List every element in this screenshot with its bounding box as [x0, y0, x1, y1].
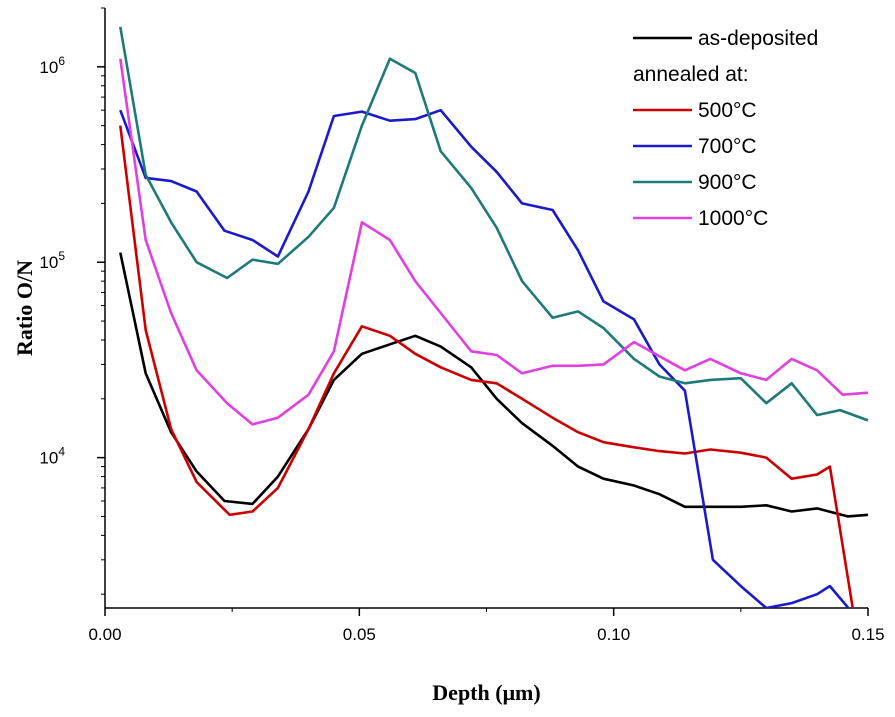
- x-tick-label: 0.10: [597, 625, 630, 644]
- legend-label: 900°C: [698, 171, 757, 194]
- x-axis-title: Depth (μm): [432, 680, 540, 705]
- x-tick-label: 0.00: [88, 625, 121, 644]
- y-tick-base: 10: [39, 58, 58, 77]
- legend-header: annealed at:: [633, 63, 749, 86]
- y-tick-exponent: 5: [58, 249, 65, 263]
- series-line: [119, 26, 869, 422]
- legend: as-deposited annealed at: 500°C 700°C 900°C 1…: [633, 27, 818, 230]
- x-tick-label: 0.05: [343, 625, 376, 644]
- y-tick-label: 106: [39, 54, 65, 77]
- y-tick-label: 104: [39, 445, 65, 468]
- y-axis-title: Ratio O/N: [12, 260, 37, 356]
- series-line: [119, 58, 869, 426]
- y-tick-label: 105: [39, 249, 65, 272]
- series-line: [119, 252, 869, 518]
- series-line: [119, 125, 855, 608]
- y-tick-exponent: 6: [58, 54, 65, 68]
- y-tick-base: 10: [39, 449, 58, 468]
- x-tick-label: 0.15: [851, 625, 884, 644]
- legend-label: 700°C: [698, 135, 757, 158]
- y-tick-base: 10: [39, 253, 58, 272]
- y-tick-exponent: 4: [58, 445, 65, 459]
- series-lines: [119, 26, 869, 608]
- legend-label: 1000°C: [698, 207, 768, 230]
- legend-label: as-deposited: [698, 27, 818, 50]
- legend-label: 500°C: [698, 99, 757, 122]
- series-line: [119, 108, 868, 608]
